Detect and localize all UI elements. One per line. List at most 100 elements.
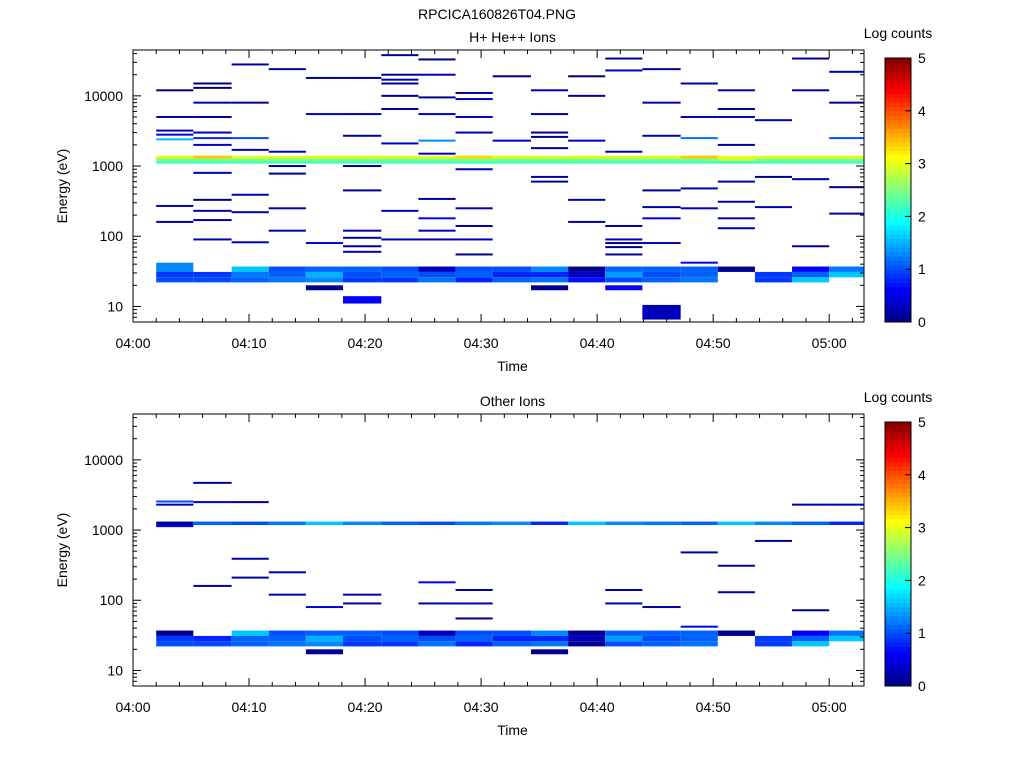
colorbar-segment [885, 150, 911, 156]
colorbar-segment [885, 435, 911, 441]
spectrogram-line [268, 207, 306, 210]
colorbar-segment [885, 168, 911, 173]
spectrogram-line [792, 503, 830, 506]
colorbar-segment [885, 615, 911, 621]
spectrogram-line [193, 137, 232, 140]
spectrogram-bin [492, 271, 531, 278]
spectrogram-line [418, 113, 456, 116]
spectrogram-bin [193, 277, 232, 283]
colorbar-segment [885, 225, 911, 231]
spectrogram-line [717, 89, 755, 92]
spectrogram-line [156, 129, 194, 132]
spectrogram-bin [231, 641, 269, 647]
spectrogram-line [418, 581, 456, 584]
spectrogram-bin [754, 635, 793, 642]
colorbar-segment [885, 505, 911, 511]
colorbar-segment [885, 141, 911, 147]
x-axis-label: Time [497, 722, 528, 738]
colorbar-segment [885, 154, 911, 160]
spectrogram-bin [680, 266, 718, 272]
spectrogram-line [418, 238, 456, 241]
spectrogram-bin [455, 635, 493, 642]
figure-title: RPCICA160826T04.PNG [418, 6, 576, 22]
colorbar-segment [885, 194, 911, 200]
spectrogram-line [193, 101, 232, 104]
colorbar-segment [885, 681, 911, 687]
spectrogram-bin [231, 277, 269, 283]
spectrogram-line [642, 606, 681, 609]
spectrogram-line [568, 139, 606, 142]
colorbar-segment [885, 496, 911, 502]
spectrogram-bin [343, 277, 382, 283]
colorbar-segment [885, 84, 911, 90]
spectrogram-bin [418, 635, 456, 642]
colorbar-segment [885, 650, 911, 656]
spectrogram-bin [792, 277, 830, 283]
colorbar-segment [885, 229, 911, 235]
colorbar-segment [885, 439, 911, 445]
colorbar-segment [885, 474, 911, 480]
plot-frame [132, 49, 865, 323]
spectrogram-line [343, 229, 382, 232]
spectrogram-bin [305, 649, 344, 655]
spectrogram-bin [568, 630, 606, 636]
colorbar-segment [885, 313, 911, 319]
spectrogram-line [193, 481, 232, 484]
spectrogram-line [193, 86, 232, 89]
spectrogram-bin [829, 266, 864, 272]
colorbar-segment [885, 461, 911, 467]
spectrogram-line [381, 94, 419, 97]
colorbar-segment [885, 549, 911, 555]
x-tick-label: 05:00 [812, 699, 847, 715]
spectrogram-line [455, 617, 493, 620]
colorbar-segment [885, 216, 911, 222]
colorbar-segment [885, 545, 911, 551]
spectrogram-bin [530, 635, 569, 642]
spectrogram-bin [642, 266, 681, 272]
spectrogram-bin [605, 641, 643, 647]
colorbar-segment [885, 518, 911, 524]
colorbar-segment [885, 190, 911, 195]
spectrogram-line [829, 137, 864, 140]
spectrogram-line [642, 217, 681, 220]
colorbar-segment [885, 677, 911, 683]
spectrogram-bin [381, 630, 419, 636]
colorbar-tick-label: 5 [918, 414, 926, 430]
spectrogram-line [268, 571, 306, 574]
spectrogram-line [418, 602, 456, 605]
spectrogram-line [792, 178, 830, 181]
colorbar-segment [885, 185, 911, 191]
spectrogram-line [605, 224, 643, 227]
colorbar-segment [885, 278, 911, 283]
spectrogram-bin [156, 524, 194, 528]
colorbar-segment [885, 598, 911, 603]
spectrogram-bin [642, 641, 681, 647]
y-tick-label: 100 [100, 592, 124, 608]
spectrogram-bin [792, 521, 830, 525]
spectrogram-bin [268, 266, 306, 272]
spectrogram-line [343, 236, 382, 239]
spectrogram-line [792, 609, 830, 612]
colorbar-segment [885, 580, 911, 586]
spectrogram-line [343, 245, 382, 248]
x-tick-label: 05:00 [812, 335, 847, 351]
colorbar-segment [885, 251, 911, 257]
spectrogram-bin [455, 641, 493, 647]
spectrogram-line [418, 197, 456, 200]
spectrogram-line [754, 206, 793, 209]
spectrogram-line [156, 503, 194, 506]
plot-frame [132, 413, 865, 687]
spectrogram-bin [156, 630, 194, 636]
spectrogram-bin [381, 271, 419, 278]
colorbar-tick-label: 2 [918, 208, 926, 224]
spectrogram-bin [568, 635, 606, 642]
spectrogram-bin [568, 641, 606, 647]
colorbar-segment [885, 212, 911, 217]
spectrogram-line [418, 58, 456, 61]
colorbar-segment [885, 137, 911, 143]
spectrogram-line [418, 217, 456, 220]
spectrogram-bin [418, 266, 456, 272]
spectrogram-line [642, 189, 681, 192]
spectrogram-bin [829, 635, 864, 642]
